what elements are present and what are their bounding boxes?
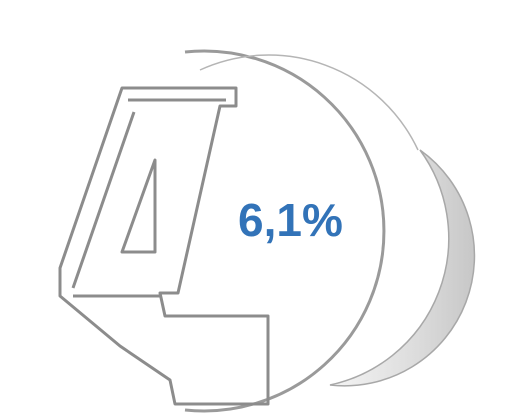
- zero-ring: [184, 49, 476, 413]
- percentage-value: 6,1%: [238, 194, 343, 246]
- four-outline: [58, 86, 270, 406]
